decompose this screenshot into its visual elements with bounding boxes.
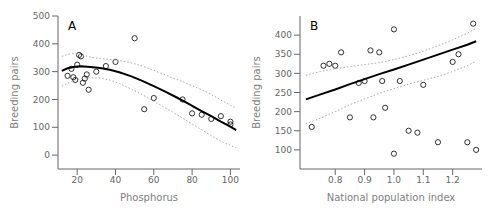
svg-text:20: 20 xyxy=(71,175,83,185)
svg-text:500: 500 xyxy=(33,11,50,21)
svg-text:0.9: 0.9 xyxy=(357,175,372,185)
svg-text:300: 300 xyxy=(33,67,50,77)
html-text:A: A xyxy=(68,19,77,33)
svg-text:National population index: National population index xyxy=(327,192,456,203)
svg-text:0.8: 0.8 xyxy=(328,175,343,185)
svg-text:40: 40 xyxy=(110,175,122,185)
svg-text:350: 350 xyxy=(275,49,292,59)
svg-text:400: 400 xyxy=(33,39,50,49)
svg-text:100: 100 xyxy=(222,175,239,185)
svg-text:Breeding pairs: Breeding pairs xyxy=(9,56,20,129)
html-text:B: B xyxy=(310,19,319,33)
svg-text:80: 80 xyxy=(186,175,198,185)
svg-text:1.0: 1.0 xyxy=(387,175,402,185)
svg-text:200: 200 xyxy=(33,95,50,105)
svg-text:250: 250 xyxy=(275,88,292,98)
svg-text:Breeding pairs: Breeding pairs xyxy=(251,56,262,129)
svg-text:400: 400 xyxy=(275,30,292,40)
svg-text:1.1: 1.1 xyxy=(416,175,430,185)
svg-text:Phosphorus: Phosphorus xyxy=(120,192,178,203)
svg-text:200: 200 xyxy=(275,107,292,117)
svg-text:100: 100 xyxy=(275,145,292,155)
svg-text:300: 300 xyxy=(275,69,292,79)
svg-text:60: 60 xyxy=(148,175,160,185)
svg-text:1.2: 1.2 xyxy=(445,175,459,185)
svg-text:100: 100 xyxy=(33,122,50,132)
svg-text:0: 0 xyxy=(44,150,50,160)
svg-text:150: 150 xyxy=(275,126,292,136)
